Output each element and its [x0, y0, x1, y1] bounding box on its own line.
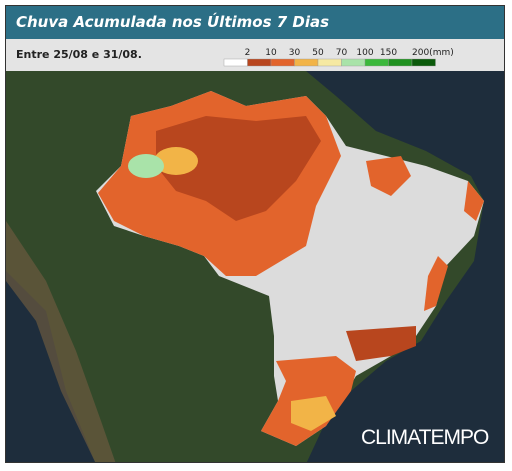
info-bar: Entre 25/08 e 31/08. 2 10 30 50 70 100 150 200(… [6, 39, 504, 71]
brand-logo: CLIMATEMPO [361, 426, 489, 449]
rain-coast2 [424, 256, 448, 311]
legend-swatch [223, 58, 248, 67]
title-bar: Chuva Acumulada nos Últimos 7 Dias [6, 6, 504, 39]
rain-light [154, 147, 198, 175]
legend-label: 70 [336, 48, 348, 58]
rain-south-light [291, 396, 336, 431]
legend-label: 30 [289, 48, 301, 58]
andes [6, 221, 116, 462]
legend-label: 100 [356, 48, 373, 58]
rain-southeast [346, 326, 416, 361]
legend-label: 200(mm) [412, 48, 454, 58]
legend-swatch [411, 58, 436, 67]
legend-swatch [294, 58, 319, 67]
legend-swatch [364, 58, 389, 67]
legend: 2 10 30 50 70 100 150 200(mm) [223, 48, 454, 67]
map: CLIMATEMPO [6, 71, 504, 462]
legend-label: 2 [245, 48, 251, 58]
legend-label: 10 [265, 48, 277, 58]
legend-swatch [247, 58, 272, 67]
rain-east [366, 156, 411, 196]
legend-swatch [270, 58, 295, 67]
rain-heavy [156, 116, 321, 221]
rain-coast [464, 181, 484, 221]
legend-swatch [317, 58, 342, 67]
legend-label: 50 [312, 48, 324, 58]
legend-swatch [341, 58, 366, 67]
legend-label: 150 [380, 48, 397, 58]
legend-swatch [388, 58, 413, 67]
title: Chuva Acumulada nos Últimos 7 Dias [16, 13, 330, 31]
rain-green [128, 154, 164, 178]
screenshot: Chuva Acumulada nos Últimos 7 Dias Entre… [5, 5, 505, 463]
period: Entre 25/08 e 31/08. [16, 48, 142, 61]
